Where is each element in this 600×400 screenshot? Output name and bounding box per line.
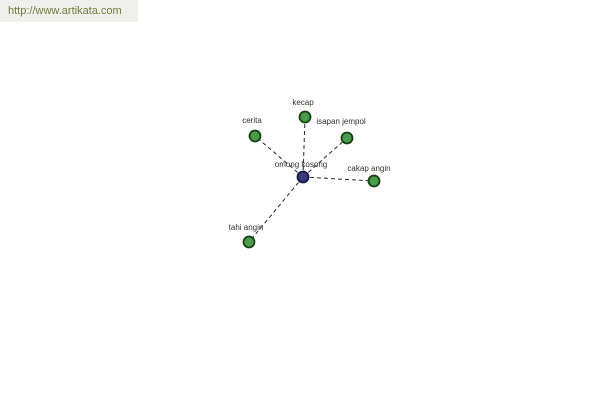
graph-edge-omong-kosong-tahi-angin — [248, 176, 304, 243]
graph-node-isapan-jempol[interactable] — [340, 131, 354, 145]
graph-node-label-tahi-angin[interactable]: tahi angin — [229, 223, 264, 232]
graph-node-label-cakap-angin[interactable]: cakap angin — [347, 164, 390, 173]
graph-edge-omong-kosong-isapan-jempol — [302, 137, 348, 178]
graph-node-label-isapan-jempol[interactable]: isapan jempol — [316, 117, 366, 126]
graph-node-kecap[interactable] — [298, 110, 312, 124]
graph-node-omong-kosong[interactable] — [296, 170, 310, 184]
graph-node-tahi-angin[interactable] — [242, 235, 256, 249]
graph-node-label-cerita[interactable]: cerita — [242, 116, 262, 125]
graph-node-cakap-angin[interactable] — [367, 174, 381, 188]
url-caption-bar: http://www.artikata.com — [0, 0, 138, 22]
graph-edge-omong-kosong-kecap — [302, 116, 306, 178]
url-text: http://www.artikata.com — [8, 5, 122, 17]
graph-edge-omong-kosong-cerita — [254, 135, 304, 178]
graph-node-label-kecap[interactable]: kecap — [292, 98, 314, 107]
graph-node-cerita[interactable] — [248, 129, 262, 143]
graph-node-label-omong-kosong[interactable]: omong kosong — [275, 160, 327, 169]
graph-edge-omong-kosong-cakap-angin — [302, 176, 375, 182]
